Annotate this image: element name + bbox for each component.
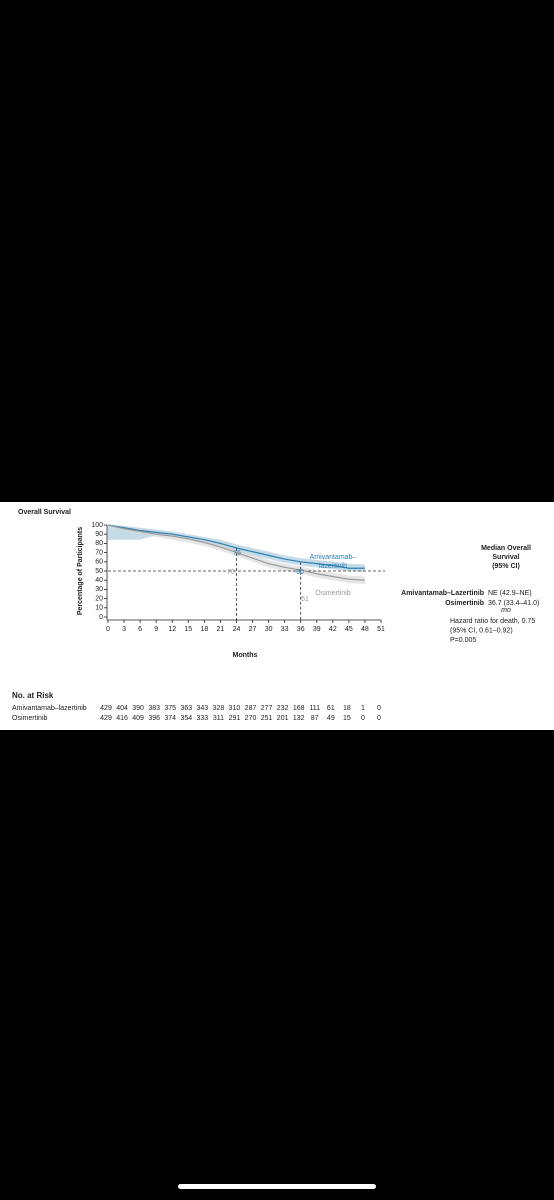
x-tick-label: 51 [377,626,385,633]
legend-value: NE (42.9–NE) [488,590,532,597]
risk-count: 232 [277,705,289,712]
legend-name: Osimertinib [445,600,484,607]
chart-title: Overall Survival [18,509,71,516]
y-tick-label: 70 [95,549,103,556]
risk-row-name: Osimertinib [12,715,48,722]
legend-title: Median Overall [481,545,531,552]
risk-count: 287 [245,705,257,712]
risk-count: 0 [377,715,381,722]
x-tick-label: 33 [281,626,289,633]
risk-count: 374 [164,715,176,722]
series-label: Amivantamab– [310,554,357,561]
risk-count: 270 [245,715,257,722]
risk-count: 49 [327,715,335,722]
risk-count: 404 [116,705,128,712]
risk-count: 0 [377,705,381,712]
risk-count: 15 [343,715,351,722]
y-tick-label: 30 [95,586,103,593]
survival-line [107,524,365,581]
median-annotation: 70 [227,569,235,576]
median-annotation: 60 [296,569,304,576]
chart-panel [0,502,554,730]
risk-count: 416 [116,715,128,722]
risk-title: No. at Risk [12,691,54,700]
risk-count: 1 [361,705,365,712]
risk-count: 251 [261,715,273,722]
x-tick-label: 24 [233,626,241,633]
risk-count: 328 [213,705,225,712]
x-tick-label: 39 [313,626,321,633]
hazard-text: P=0.005 [450,637,476,644]
risk-count: 132 [293,715,305,722]
risk-count: 383 [148,705,160,712]
x-tick-label: 12 [168,626,176,633]
risk-count: 291 [229,715,241,722]
x-tick-label: 45 [345,626,353,633]
legend-unit: mo [501,607,511,614]
legend-title: Survival [492,554,519,561]
hazard-text: (95% CI, 0.61–0.92) [450,627,513,634]
median-annotation: 75 [233,550,241,557]
risk-count: 277 [261,705,273,712]
x-tick-label: 30 [265,626,273,633]
x-tick-label: 0 [106,626,110,633]
x-tick-label: 9 [154,626,158,633]
x-axis-label: Months [233,652,258,659]
y-tick-label: 40 [95,577,103,584]
x-tick-label: 36 [297,626,305,633]
risk-count: 390 [132,705,144,712]
risk-count: 87 [311,715,319,722]
x-tick-label: 6 [138,626,142,633]
risk-count: 429 [100,715,112,722]
risk-count: 375 [164,705,176,712]
risk-count: 168 [293,705,305,712]
risk-count: 61 [327,705,335,712]
x-tick-label: 21 [217,626,225,633]
survival-line [107,524,365,569]
y-axis-label: Percentage of Participants [77,527,84,615]
x-tick-label: 3 [122,626,126,633]
x-tick-label: 48 [361,626,369,633]
y-tick-label: 20 [95,595,103,602]
risk-row-name: Amivantamab–lazertinib [12,705,87,712]
y-tick-label: 100 [91,522,103,529]
y-tick-label: 60 [95,559,103,566]
risk-count: 354 [180,715,192,722]
y-tick-label: 50 [95,568,103,575]
risk-count: 409 [132,715,144,722]
x-tick-label: 18 [200,626,208,633]
hazard-text: Hazard ratio for death, 0.75 [450,618,535,625]
y-tick-label: 10 [95,605,103,612]
risk-count: 111 [309,705,320,712]
x-tick-label: 27 [249,626,257,633]
series-label: lazertinib [319,563,347,570]
risk-count: 0 [361,715,365,722]
legend-name: Amivantamab–Lazertinib [401,590,484,597]
risk-count: 18 [343,705,351,712]
x-tick-label: 15 [184,626,192,633]
risk-count: 201 [277,715,289,722]
legend-value: 36.7 (33.4–41.0) [488,600,539,607]
x-tick-label: 42 [329,626,337,633]
risk-count: 429 [100,705,112,712]
y-tick-label: 80 [95,540,103,547]
risk-count: 333 [197,715,209,722]
risk-count: 310 [229,705,241,712]
risk-count: 343 [197,705,209,712]
median-annotation: 51 [301,596,309,603]
y-tick-label: 0 [99,614,103,621]
risk-count: 363 [180,705,192,712]
risk-count: 396 [148,715,160,722]
y-tick-label: 90 [95,531,103,538]
home-indicator [178,1184,376,1189]
legend-title: (95% CI) [492,563,520,570]
series-label: Osimertinib [315,590,351,597]
risk-count: 311 [213,715,224,722]
